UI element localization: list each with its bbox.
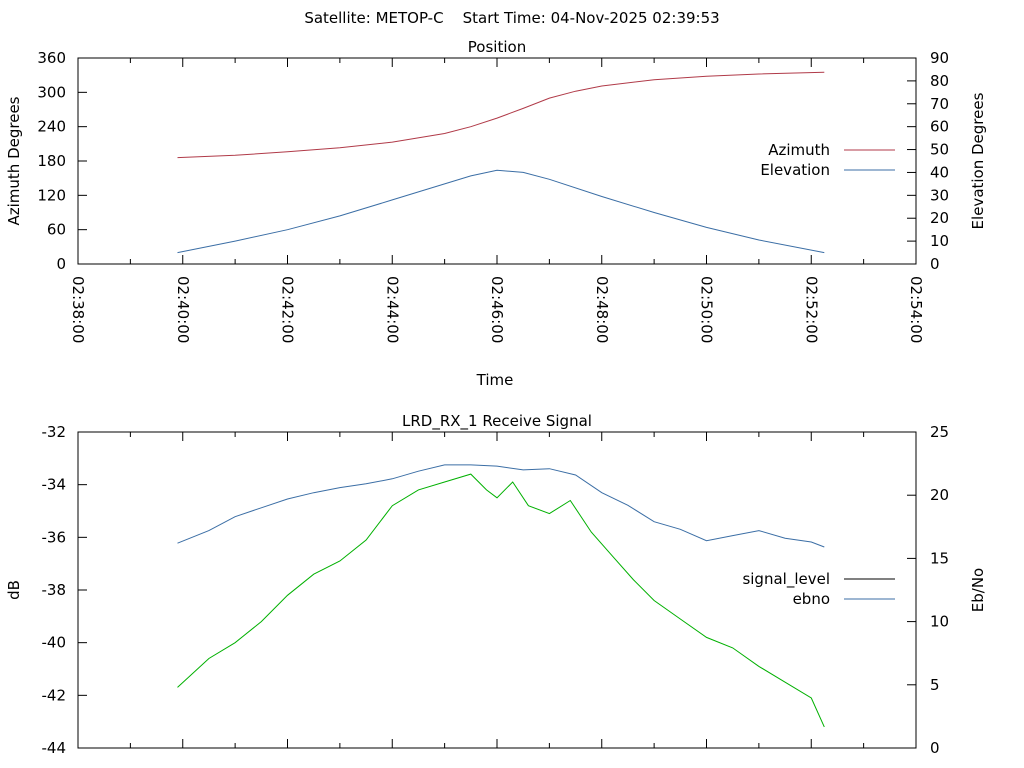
y-left-tick-label: -36 bbox=[42, 528, 67, 546]
x-tick-label: 02:40:00 bbox=[174, 276, 192, 343]
y-left-tick-label: 360 bbox=[37, 49, 66, 67]
x-tick-label: 02:54:00 bbox=[907, 276, 925, 343]
legend-label: ebno bbox=[793, 590, 830, 608]
x-tick-label: 02:50:00 bbox=[698, 276, 716, 343]
y-right-tick-label: 70 bbox=[930, 95, 949, 113]
y-right-tick-label: 15 bbox=[930, 549, 949, 567]
x-axis-label: Time bbox=[476, 371, 514, 389]
y-right-tick-label: 20 bbox=[930, 486, 949, 504]
legend-label: Azimuth bbox=[768, 141, 830, 159]
y-right-axis-label: Eb/No bbox=[969, 568, 987, 612]
y-left-tick-label: 300 bbox=[37, 83, 66, 101]
legend-label: signal_level bbox=[742, 570, 830, 589]
y-right-axis-label: Elevation Degrees bbox=[969, 92, 987, 229]
x-tick-label: 02:42:00 bbox=[279, 276, 297, 343]
y-left-tick-label: 60 bbox=[47, 221, 66, 239]
y-right-tick-label: 5 bbox=[930, 676, 940, 694]
y-right-tick-label: 30 bbox=[930, 186, 949, 204]
y-left-tick-label: -38 bbox=[42, 581, 67, 599]
legend-label: Elevation bbox=[760, 161, 830, 179]
y-right-tick-label: 0 bbox=[930, 739, 940, 757]
y-left-axis-label: dB bbox=[5, 580, 23, 600]
x-tick-label: 02:44:00 bbox=[383, 276, 401, 343]
y-left-tick-label: -34 bbox=[42, 476, 67, 494]
y-right-tick-label: 60 bbox=[930, 118, 949, 136]
series-line-Elevation bbox=[177, 169, 825, 254]
y-left-tick-label: 0 bbox=[56, 255, 66, 273]
y-left-tick-label: 180 bbox=[37, 152, 66, 170]
page-title: Satellite: METOP-C Start Time: 04-Nov-20… bbox=[304, 9, 719, 27]
x-tick-label: 02:46:00 bbox=[488, 276, 506, 343]
y-right-tick-label: 40 bbox=[930, 163, 949, 181]
y-right-tick-label: 20 bbox=[930, 209, 949, 227]
chart-title-1: LRD_RX_1 Receive Signal bbox=[402, 412, 592, 431]
series-line-Azimuth bbox=[177, 71, 825, 159]
chart-frame-1 bbox=[77, 431, 917, 749]
y-left-tick-label: 120 bbox=[37, 186, 66, 204]
y-left-tick-label: -44 bbox=[42, 739, 67, 757]
chart-title-0: Position bbox=[468, 38, 526, 56]
y-left-tick-label: -40 bbox=[42, 634, 67, 652]
y-right-tick-label: 50 bbox=[930, 141, 949, 159]
y-right-tick-label: 0 bbox=[930, 255, 940, 273]
y-left-tick-label: 240 bbox=[37, 118, 66, 136]
y-right-tick-label: 25 bbox=[930, 423, 949, 441]
y-right-tick-label: 90 bbox=[930, 49, 949, 67]
series-line-ebno bbox=[177, 464, 825, 548]
y-left-tick-label: -42 bbox=[42, 686, 67, 704]
y-right-tick-label: 10 bbox=[930, 613, 949, 631]
y-left-axis-label: Azimuth Degrees bbox=[5, 96, 23, 225]
x-tick-label: 02:52:00 bbox=[802, 276, 820, 343]
series-line-signal_level bbox=[177, 473, 825, 728]
y-right-tick-label: 10 bbox=[930, 232, 949, 250]
y-left-tick-label: -32 bbox=[42, 423, 67, 441]
y-right-tick-label: 80 bbox=[930, 72, 949, 90]
x-tick-label: 02:48:00 bbox=[593, 276, 611, 343]
x-tick-label: 02:38:00 bbox=[69, 276, 87, 343]
